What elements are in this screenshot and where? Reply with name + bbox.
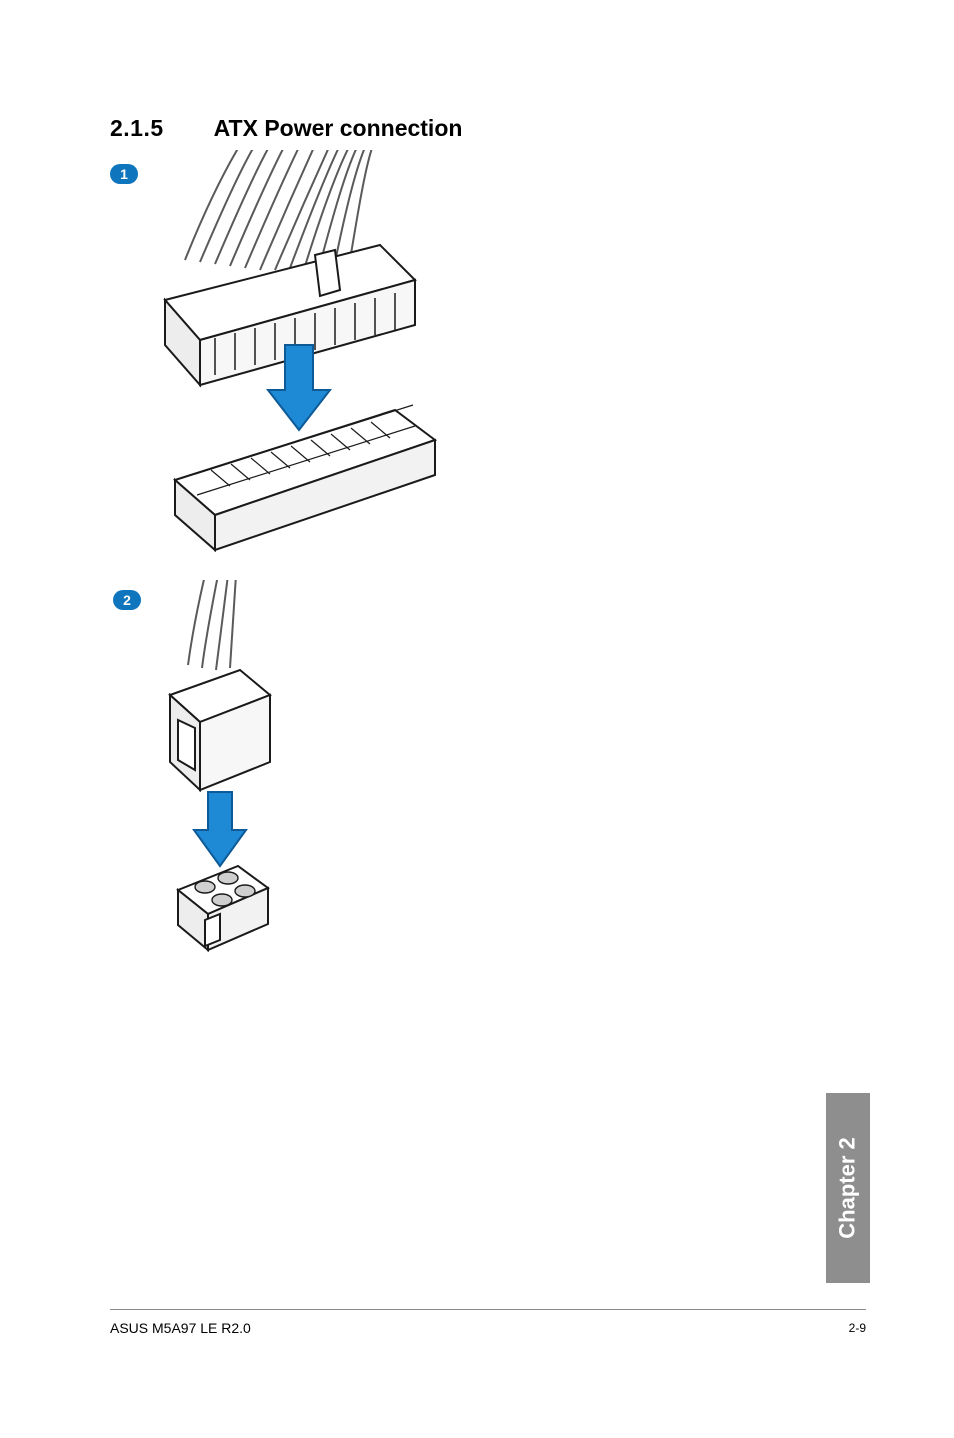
section-heading: 2.1.5 ATX Power connection	[110, 115, 462, 142]
socket-24pin-icon	[175, 405, 435, 550]
footer-product-name: ASUS M5A97 LE R2.0	[110, 1320, 251, 1336]
step-badge-1: 1	[110, 164, 138, 184]
arrow-down-icon	[194, 792, 246, 866]
socket-4pin-icon	[178, 866, 268, 950]
page: 2.1.5 ATX Power connection 1 2	[0, 0, 954, 1438]
step-badge-2: 2	[113, 590, 141, 610]
diagram-atx-24pin	[145, 150, 465, 560]
footer-page-number: 2-9	[849, 1321, 866, 1335]
plug-4pin-icon	[170, 670, 270, 790]
section-number: 2.1.5	[110, 115, 164, 142]
wires-icon	[185, 150, 373, 270]
footer-rule	[110, 1309, 866, 1310]
diagram-atx-4pin	[150, 580, 310, 970]
chapter-tab: Chapter 2	[826, 1093, 870, 1283]
chapter-tab-label: Chapter 2	[835, 1137, 861, 1238]
step-badge-1-label: 1	[120, 166, 128, 182]
section-title: ATX Power connection	[214, 115, 463, 142]
wires-icon	[188, 580, 236, 670]
step-badge-2-label: 2	[123, 592, 131, 608]
